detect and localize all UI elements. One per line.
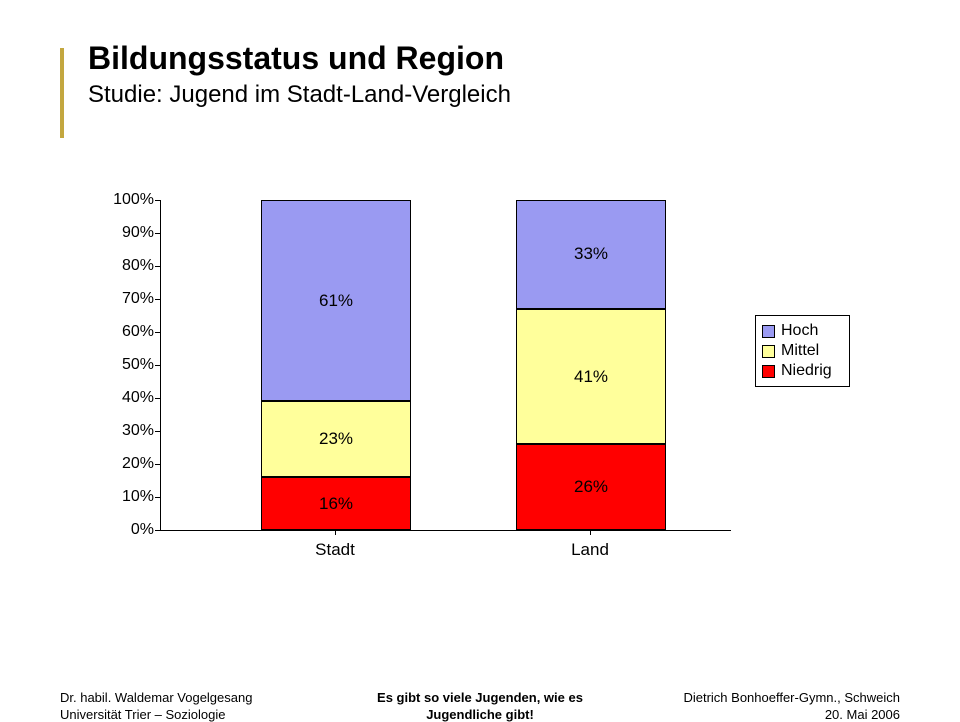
y-tick-label: 70%: [100, 290, 160, 308]
y-tick-label: 80%: [100, 257, 160, 275]
plot-area: 16%23%61% 26%41%33%: [160, 200, 731, 531]
y-tick-label: 50%: [100, 356, 160, 374]
y-tick-mark: [155, 332, 160, 333]
bar-group: 16%23%61%: [261, 200, 411, 530]
y-tick-label: 40%: [100, 389, 160, 407]
y-tick-mark: [155, 365, 160, 366]
y-tick-label: 10%: [100, 488, 160, 506]
bar-segment: 61%: [261, 200, 411, 401]
footer-right: Dietrich Bonhoeffer-Gymn., Schweich 20. …: [683, 690, 900, 722]
legend-item: Mittel: [762, 342, 843, 360]
x-tick-label: Stadt: [260, 540, 410, 560]
slide-subtitle: Studie: Jugend im Stadt-Land-Vergleich: [88, 81, 890, 109]
legend-label: Niedrig: [781, 362, 832, 380]
legend-label: Mittel: [781, 342, 819, 360]
legend: Hoch Mittel Niedrig: [755, 315, 850, 387]
y-tick-mark: [155, 266, 160, 267]
y-tick-mark: [155, 464, 160, 465]
legend-label: Hoch: [781, 322, 818, 340]
bar-segment: 41%: [516, 309, 666, 444]
y-tick-label: 30%: [100, 422, 160, 440]
legend-item: Hoch: [762, 322, 843, 340]
bar-segment: 16%: [261, 477, 411, 530]
x-tick-mark: [590, 530, 591, 535]
bar-group: 26%41%33%: [516, 200, 666, 530]
slide: Bildungsstatus und Region Studie: Jugend…: [0, 0, 960, 720]
slide-title: Bildungsstatus und Region: [88, 40, 890, 77]
footer-right-line1: Dietrich Bonhoeffer-Gymn., Schweich: [683, 690, 900, 705]
bar-segment: 33%: [516, 200, 666, 309]
chart: 16%23%61% 26%41%33% 0% 10% 20% 30% 40% 50% 60% 7…: [100, 200, 860, 580]
y-tick-mark: [155, 497, 160, 498]
legend-swatch: [762, 325, 775, 338]
y-tick-label: 100%: [100, 191, 160, 209]
y-tick-mark: [155, 398, 160, 399]
y-tick-label: 0%: [100, 521, 160, 539]
legend-swatch: [762, 345, 775, 358]
y-tick-mark: [155, 530, 160, 531]
bar-segment: 26%: [516, 444, 666, 530]
y-tick-mark: [155, 200, 160, 201]
legend-swatch: [762, 365, 775, 378]
x-tick-mark: [335, 530, 336, 535]
y-tick-mark: [155, 233, 160, 234]
title-block: Bildungsstatus und Region Studie: Jugend…: [70, 40, 890, 109]
bar-segment: 23%: [261, 401, 411, 477]
y-tick-label: 20%: [100, 455, 160, 473]
y-tick-label: 60%: [100, 323, 160, 341]
legend-item: Niedrig: [762, 362, 843, 380]
y-tick-mark: [155, 431, 160, 432]
y-tick-label: 90%: [100, 224, 160, 242]
title-accent-bar: [60, 48, 64, 138]
y-tick-mark: [155, 299, 160, 300]
x-tick-label: Land: [515, 540, 665, 560]
